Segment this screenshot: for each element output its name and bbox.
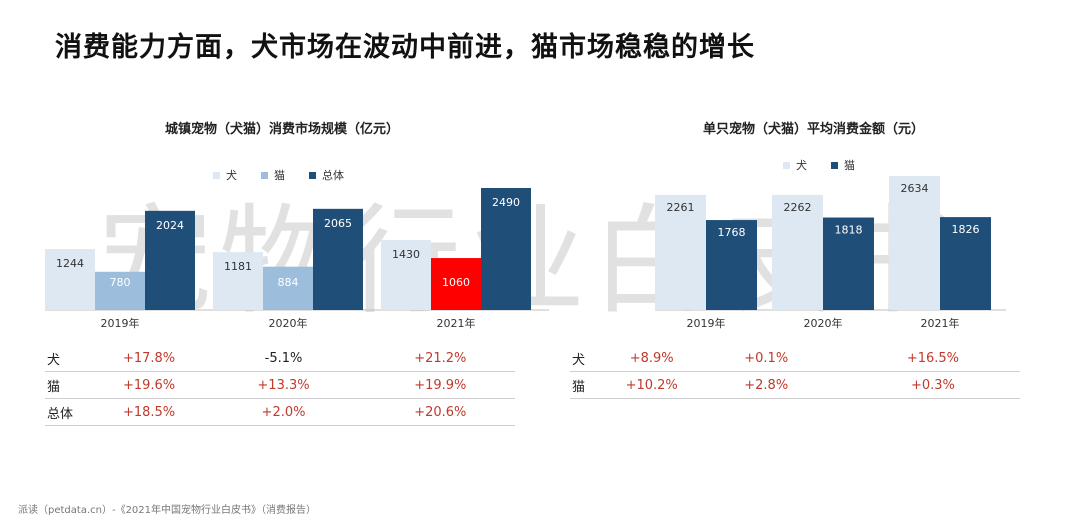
legend-swatch-dog (213, 171, 220, 179)
bar-value-label: 1181 (224, 260, 252, 273)
bar-total-1 (313, 208, 363, 310)
legend-swatch-total (309, 171, 316, 179)
bar-value-label: 1060 (442, 276, 470, 289)
bar-value-label: 2261 (667, 201, 695, 214)
growth-cell: +2.8% (686, 371, 846, 399)
left-chart-title: 城镇宠物（犬猫）消费市场规模（亿元） (165, 122, 400, 137)
bar-cat-0 (95, 271, 145, 310)
bar-cat-2 (431, 258, 481, 310)
bar-value-label: 1244 (56, 257, 84, 270)
bar-dog-0 (655, 194, 706, 310)
bar-value-label: 2490 (492, 196, 520, 209)
bar-value-label: 1430 (392, 248, 420, 261)
legend-label-total: 总体 (322, 169, 344, 182)
left-growth-table: 犬 +17.8% -5.1% +21.2% 猫 +19.6% +13.3% +19.9% 总体 +… (45, 345, 515, 426)
table-row: 犬 +8.9% +0.1% +16.5% (570, 345, 1020, 372)
bar-dog-2 (889, 176, 940, 310)
legend-label-cat: 猫 (844, 159, 855, 172)
bar-value-label: 2262 (784, 201, 812, 214)
growth-cell: +20.6% (365, 398, 515, 426)
growth-cell: +17.8% (122, 350, 176, 366)
x-tick-label: 2019年 (101, 316, 140, 330)
table-row: 猫 +19.6% +13.3% +19.9% (45, 371, 515, 399)
bar-value-label: 1826 (952, 223, 980, 236)
bar-cat-1 (263, 266, 313, 310)
legend-swatch-dog (783, 161, 790, 169)
legend-label-cat: 猫 (274, 169, 285, 182)
bar-dog-2 (381, 239, 431, 310)
table-row: 总体 +18.5% +2.0% +20.6% (45, 398, 515, 426)
growth-cell: +16.5% (906, 350, 960, 366)
right-chart-legend: 犬 猫 (783, 157, 855, 173)
bar-value-label: 780 (110, 276, 131, 289)
growth-cell: +18.5% (96, 398, 202, 426)
legend-label-dog: 犬 (796, 159, 807, 172)
legend-item-cat: 猫 (261, 167, 285, 183)
legend-label-dog: 犬 (226, 169, 237, 182)
legend-swatch-cat (261, 171, 268, 179)
growth-cell: +13.3% (201, 371, 366, 399)
x-tick-label: 2021年 (437, 316, 476, 330)
legend-item-dog: 犬 (213, 167, 237, 183)
growth-cell: -5.1% (264, 350, 303, 366)
growth-cell: +21.2% (414, 350, 467, 366)
right-growth-table: 犬 +8.9% +0.1% +16.5% 猫 +10.2% +2.8% +0.3% (570, 345, 1020, 399)
bar-dog-1 (772, 194, 823, 310)
bar-total-2 (481, 188, 531, 310)
growth-cell: +8.9% (629, 350, 674, 366)
growth-cell: +19.6% (96, 371, 202, 399)
bar-value-label: 2065 (324, 217, 352, 230)
bar-value-label: 1768 (718, 226, 746, 239)
source-footer: 派读（petdata.cn）-《2021年中国宠物行业白皮书》（消费报告） (18, 505, 317, 516)
growth-cell: +10.2% (616, 371, 687, 399)
table-row: 猫 +10.2% +2.8% +0.3% (570, 371, 1020, 399)
x-tick-label: 2021年 (921, 316, 960, 330)
growth-cell: +0.1% (744, 350, 789, 366)
bar-value-label: 1818 (835, 224, 863, 237)
bar-cat-1 (823, 217, 874, 310)
x-tick-label: 2020年 (269, 316, 308, 330)
left-chart-legend: 犬 猫 总体 (213, 167, 344, 183)
bar-dog-0 (45, 249, 95, 310)
row-label: 猫 (570, 371, 617, 399)
page-title: 消费能力方面，犬市场在波动中前进，猫市场稳稳的增长 (55, 32, 755, 63)
legend-item-dog: 犬 (783, 157, 807, 173)
x-tick-label: 2020年 (804, 316, 843, 330)
bar-value-label: 2024 (156, 219, 184, 232)
growth-cell: +2.0% (201, 398, 366, 426)
row-label: 总体 (45, 398, 97, 426)
bar-value-label: 884 (278, 276, 299, 289)
growth-cell: +19.9% (365, 371, 515, 399)
bar-dog-1 (213, 252, 263, 310)
table-row: 犬 +17.8% -5.1% +21.2% (45, 345, 515, 372)
legend-swatch-cat (831, 161, 838, 169)
bar-value-label: 2634 (901, 182, 929, 195)
right-chart-title: 单只宠物（犬猫）平均消费金额（元） (703, 122, 925, 137)
row-label: 犬 (47, 352, 61, 368)
x-tick-label: 2019年 (687, 316, 726, 330)
legend-item-total: 总体 (309, 167, 344, 183)
legend-item-cat: 猫 (831, 157, 855, 173)
bar-cat-0 (706, 220, 757, 310)
bar-total-0 (145, 210, 195, 310)
bar-cat-2 (940, 217, 991, 310)
row-label: 犬 (572, 352, 586, 368)
growth-cell: +0.3% (845, 371, 1020, 399)
row-label: 猫 (45, 371, 97, 399)
